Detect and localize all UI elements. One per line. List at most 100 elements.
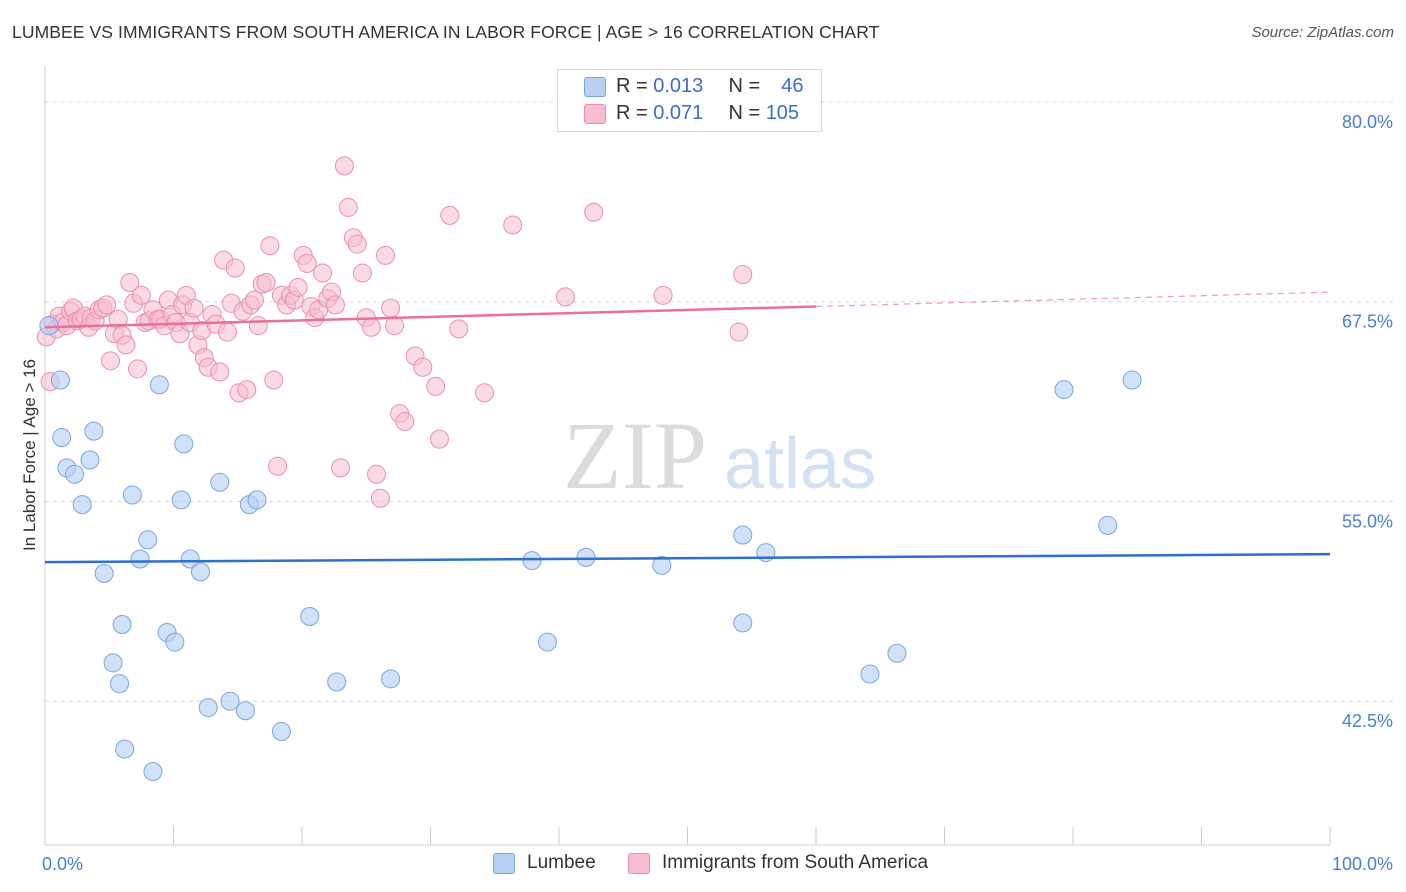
- data-point-lumbee: [171, 490, 191, 510]
- bottom-legend-swatch-lumbee: [493, 853, 515, 874]
- legend-n-label: N =: [728, 102, 761, 124]
- data-point-immigrants: [426, 376, 446, 396]
- data-point-lumbee: [112, 614, 132, 634]
- data-point-immigrants: [395, 412, 415, 432]
- x-tick-label: 100.0%: [1332, 854, 1393, 874]
- data-point-lumbee: [733, 613, 753, 633]
- data-point-lumbee: [80, 450, 100, 470]
- x-tick-label: 0.0%: [42, 854, 83, 874]
- y-tick-label: 42.5%: [1342, 711, 1393, 731]
- data-point-lumbee: [327, 672, 347, 692]
- data-point-immigrants: [256, 273, 276, 293]
- y-tick-label: 67.5%: [1342, 312, 1393, 332]
- data-point-lumbee: [652, 555, 672, 575]
- data-point-lumbee: [537, 632, 557, 652]
- legend-r-label: R =: [616, 75, 648, 97]
- trend-line-lumbee: [44, 552, 1331, 564]
- data-point-immigrants: [381, 298, 401, 318]
- data-point-lumbee: [110, 674, 130, 694]
- legend-swatch-lumbee: [584, 77, 606, 97]
- data-point-immigrants: [297, 253, 317, 273]
- data-point-lumbee: [235, 701, 255, 721]
- data-point-lumbee: [198, 698, 218, 718]
- data-point-immigrants: [244, 290, 264, 310]
- data-point-immigrants: [440, 205, 460, 225]
- data-point-immigrants: [217, 322, 237, 342]
- data-point-immigrants: [288, 277, 308, 297]
- legend-n-label: N =: [728, 75, 761, 97]
- legend-n-value-lumbee: 46: [781, 75, 804, 97]
- y-axis-label: In Labor Force | Age > 16: [20, 359, 39, 551]
- data-point-lumbee: [143, 761, 163, 781]
- data-point-immigrants: [449, 319, 469, 339]
- data-point-immigrants: [225, 258, 245, 278]
- data-point-immigrants: [370, 488, 390, 508]
- data-point-lumbee: [381, 669, 401, 689]
- watermark: ZIP atlas: [563, 402, 876, 509]
- data-point-lumbee: [1098, 515, 1118, 535]
- data-point-immigrants: [210, 362, 230, 382]
- data-point-immigrants: [237, 380, 257, 400]
- data-point-immigrants: [97, 295, 117, 315]
- legend-r-value-lumbee: 0.013: [653, 75, 704, 97]
- tick-labels: 80.0% 67.5% 55.0% 42.5% 0.0% 100.0%: [42, 112, 1393, 874]
- data-point-lumbee: [190, 562, 210, 582]
- data-point-lumbee: [1054, 380, 1074, 400]
- data-point-lumbee: [138, 530, 158, 550]
- data-point-immigrants: [101, 351, 121, 371]
- data-point-immigrants: [352, 263, 372, 283]
- data-point-lumbee: [733, 525, 753, 545]
- data-point-lumbee: [247, 490, 267, 510]
- bottom-legend-label-lumbee: Lumbee: [527, 852, 596, 873]
- data-point-lumbee: [50, 370, 70, 390]
- bottom-legend-label-immigrants: Immigrants from South America: [662, 852, 929, 873]
- data-point-immigrants: [413, 357, 433, 377]
- data-point-lumbee: [887, 643, 907, 663]
- data-point-lumbee: [130, 549, 150, 569]
- data-point-immigrants: [385, 316, 405, 336]
- bottom-legend-swatch-immigrants: [628, 853, 650, 874]
- chart-title: LUMBEE VS IMMIGRANTS FROM SOUTH AMERICA …: [12, 22, 880, 42]
- data-point-immigrants: [334, 156, 354, 176]
- data-point-immigrants: [248, 316, 268, 336]
- data-point-immigrants: [653, 285, 673, 305]
- data-point-immigrants: [264, 370, 284, 390]
- legend-n-value-immigrants: 105: [765, 102, 800, 124]
- trend-lines: [44, 291, 1331, 564]
- data-point-immigrants: [338, 197, 358, 217]
- data-point-immigrants: [116, 335, 136, 355]
- data-point-lumbee: [860, 664, 880, 684]
- watermark-atlas: atlas: [724, 424, 876, 504]
- data-point-lumbee: [115, 739, 135, 759]
- data-point-immigrants: [184, 298, 204, 318]
- series-lumbee-points: [39, 316, 1142, 781]
- data-point-immigrants: [268, 456, 288, 476]
- data-point-lumbee: [576, 547, 596, 567]
- data-point-immigrants: [584, 202, 604, 222]
- data-point-lumbee: [52, 428, 72, 448]
- data-point-lumbee: [522, 551, 542, 571]
- data-point-lumbee: [65, 464, 85, 484]
- data-point-immigrants: [367, 464, 387, 484]
- data-point-lumbee: [210, 472, 230, 492]
- data-point-lumbee: [1122, 370, 1142, 390]
- data-point-lumbee: [39, 316, 59, 336]
- legend-swatch-immigrants: [584, 104, 606, 124]
- data-point-immigrants: [361, 317, 381, 337]
- data-point-lumbee: [72, 495, 92, 515]
- trend-line-immigrants-extension: [815, 291, 1331, 308]
- data-point-lumbee: [94, 563, 114, 583]
- data-point-immigrants: [474, 383, 494, 403]
- data-point-lumbee: [84, 421, 104, 441]
- data-point-immigrants: [347, 234, 367, 254]
- data-point-immigrants: [325, 295, 345, 315]
- data-point-immigrants: [331, 458, 351, 478]
- data-point-immigrants: [555, 287, 575, 307]
- grid-lines: [45, 101, 1393, 702]
- data-point-immigrants: [729, 322, 749, 342]
- axes: [44, 66, 1331, 846]
- data-point-lumbee: [174, 434, 194, 454]
- data-point-lumbee: [271, 722, 291, 742]
- data-point-lumbee: [220, 691, 240, 711]
